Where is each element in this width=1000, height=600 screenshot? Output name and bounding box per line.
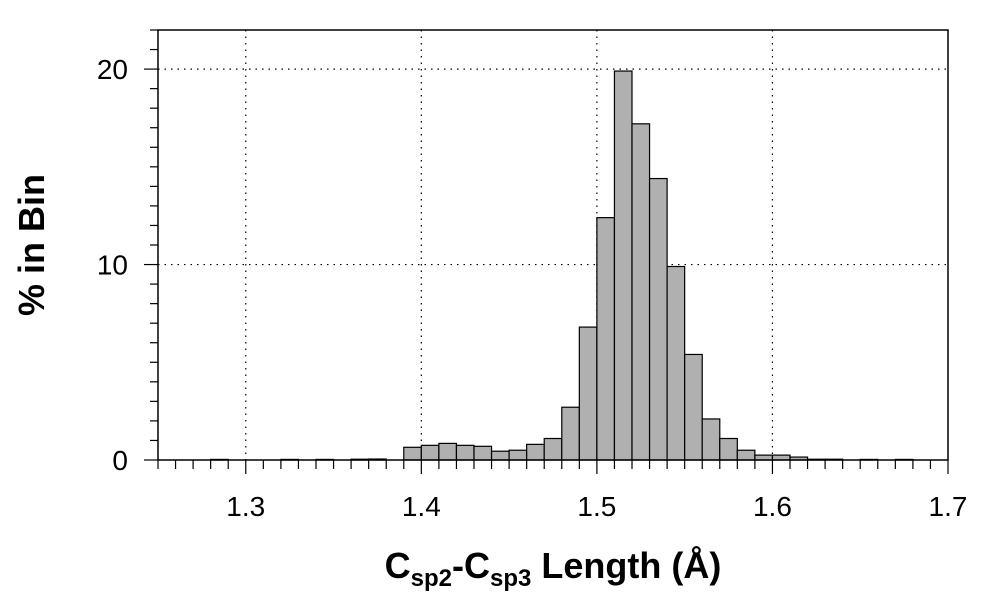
histogram-bar bbox=[631, 123, 651, 461]
x-tick-label: 1.4 bbox=[402, 491, 441, 522]
x-axis-title-sub1: sp2 bbox=[411, 565, 452, 592]
histogram-bar bbox=[561, 406, 580, 461]
x-tick-label: 1.3 bbox=[226, 491, 265, 522]
plot-frame bbox=[157, 29, 949, 461]
x-axis-title: Csp2-Csp3 Length (Å) bbox=[385, 545, 722, 592]
histogram-bar bbox=[613, 70, 633, 461]
histogram-bar bbox=[473, 445, 493, 461]
y-tick-label: 20 bbox=[97, 54, 128, 85]
histogram-bar bbox=[701, 418, 721, 461]
histogram-bar bbox=[526, 443, 545, 461]
x-axis-title-mid: -C bbox=[452, 545, 490, 586]
x-tick-label: 1.5 bbox=[577, 491, 616, 522]
histogram-bar bbox=[666, 265, 686, 461]
histogram-bars bbox=[210, 70, 914, 461]
histogram-bar bbox=[420, 444, 440, 461]
histogram-bar bbox=[648, 177, 668, 461]
histogram-bar bbox=[438, 442, 458, 461]
x-axis-title-rest: Length (Å) bbox=[531, 545, 721, 586]
tick-labels: 1.3 1.4 1.5 1.6 1.7 0 10 20 bbox=[97, 54, 968, 522]
y-tick-label: 10 bbox=[97, 250, 128, 281]
histogram-bar bbox=[736, 449, 756, 461]
histogram-bar bbox=[508, 449, 528, 461]
histogram-bar bbox=[455, 444, 475, 461]
histogram-bar bbox=[596, 217, 616, 461]
y-tick-label: 0 bbox=[112, 445, 128, 476]
axis-ticks bbox=[144, 29, 949, 474]
x-tick-label: 1.7 bbox=[929, 491, 968, 522]
histogram-bar bbox=[578, 326, 598, 461]
grid-lines bbox=[158, 30, 948, 460]
y-axis-title: % in Bin bbox=[11, 174, 52, 316]
histogram-bar bbox=[490, 450, 510, 461]
histogram-bar bbox=[684, 353, 703, 461]
histogram-bar bbox=[719, 437, 738, 461]
x-axis-title-sub2: sp3 bbox=[490, 565, 531, 592]
histogram-bar bbox=[403, 446, 422, 461]
x-tick-label: 1.6 bbox=[753, 491, 792, 522]
x-axis-title-main: C bbox=[385, 545, 411, 586]
histogram-bar bbox=[543, 437, 563, 461]
